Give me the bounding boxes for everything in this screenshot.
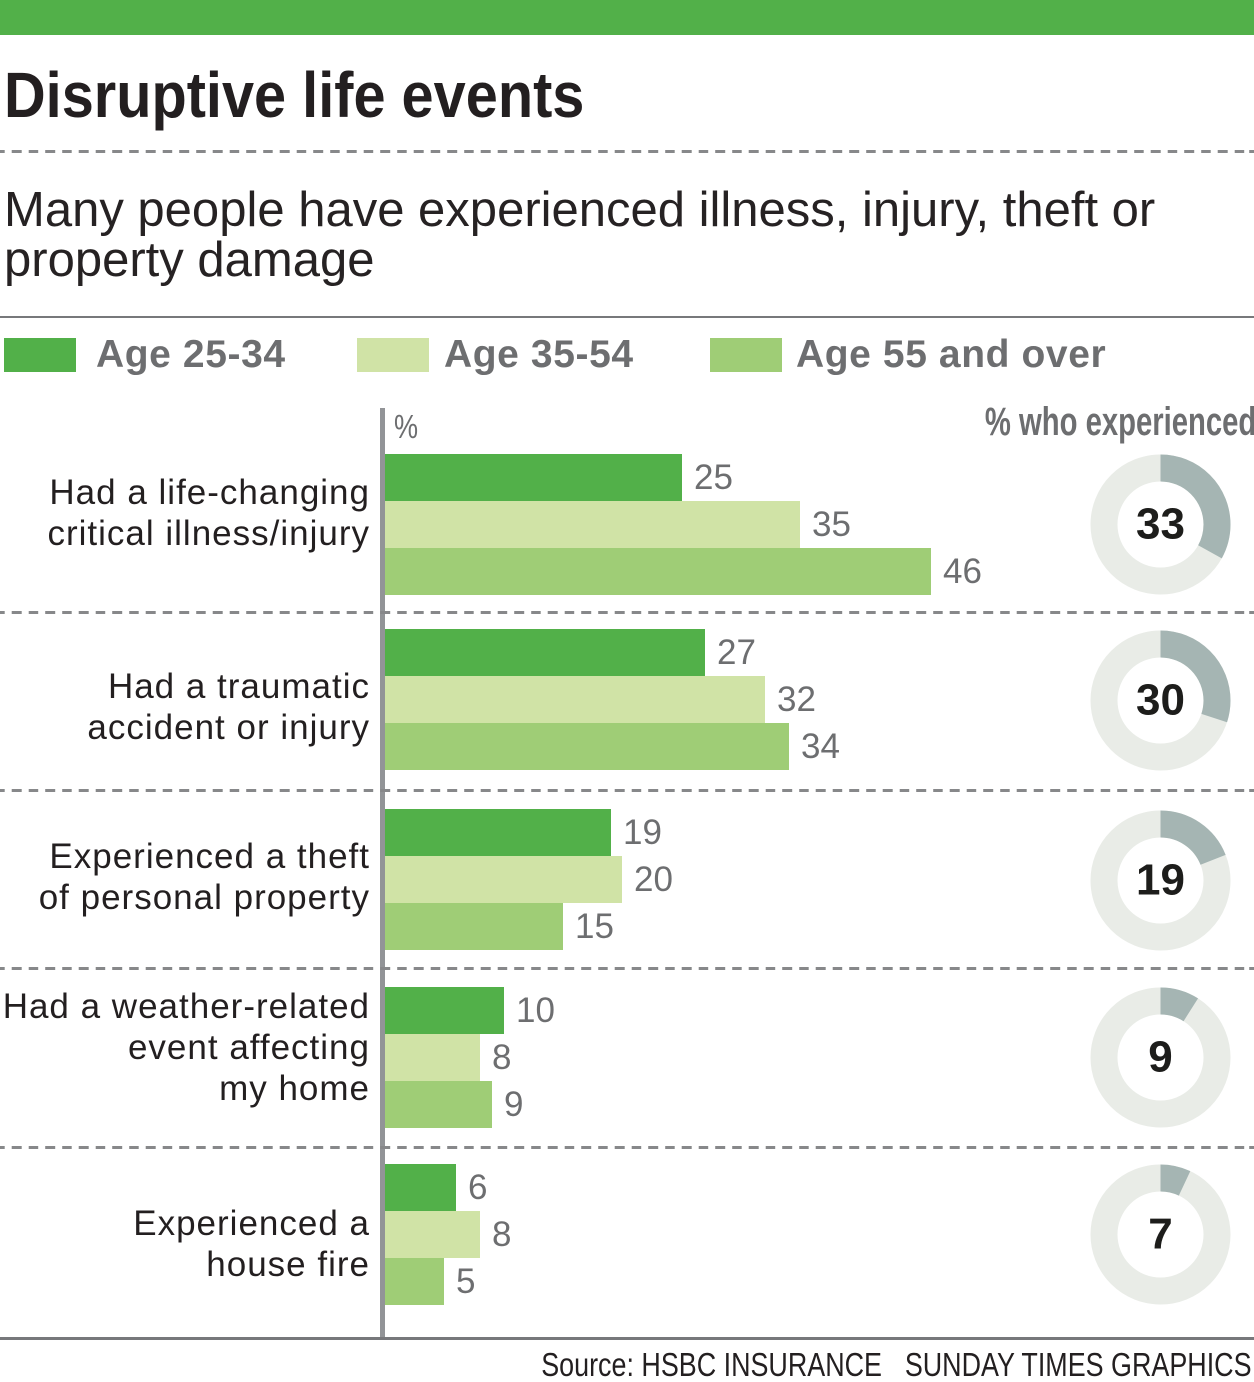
- svg-text:30: 30: [1136, 676, 1185, 725]
- svg-text:7: 7: [1148, 1210, 1172, 1259]
- svg-text:19: 19: [1136, 856, 1185, 905]
- svg-text:33: 33: [1136, 500, 1185, 549]
- svg-text:9: 9: [1148, 1033, 1172, 1082]
